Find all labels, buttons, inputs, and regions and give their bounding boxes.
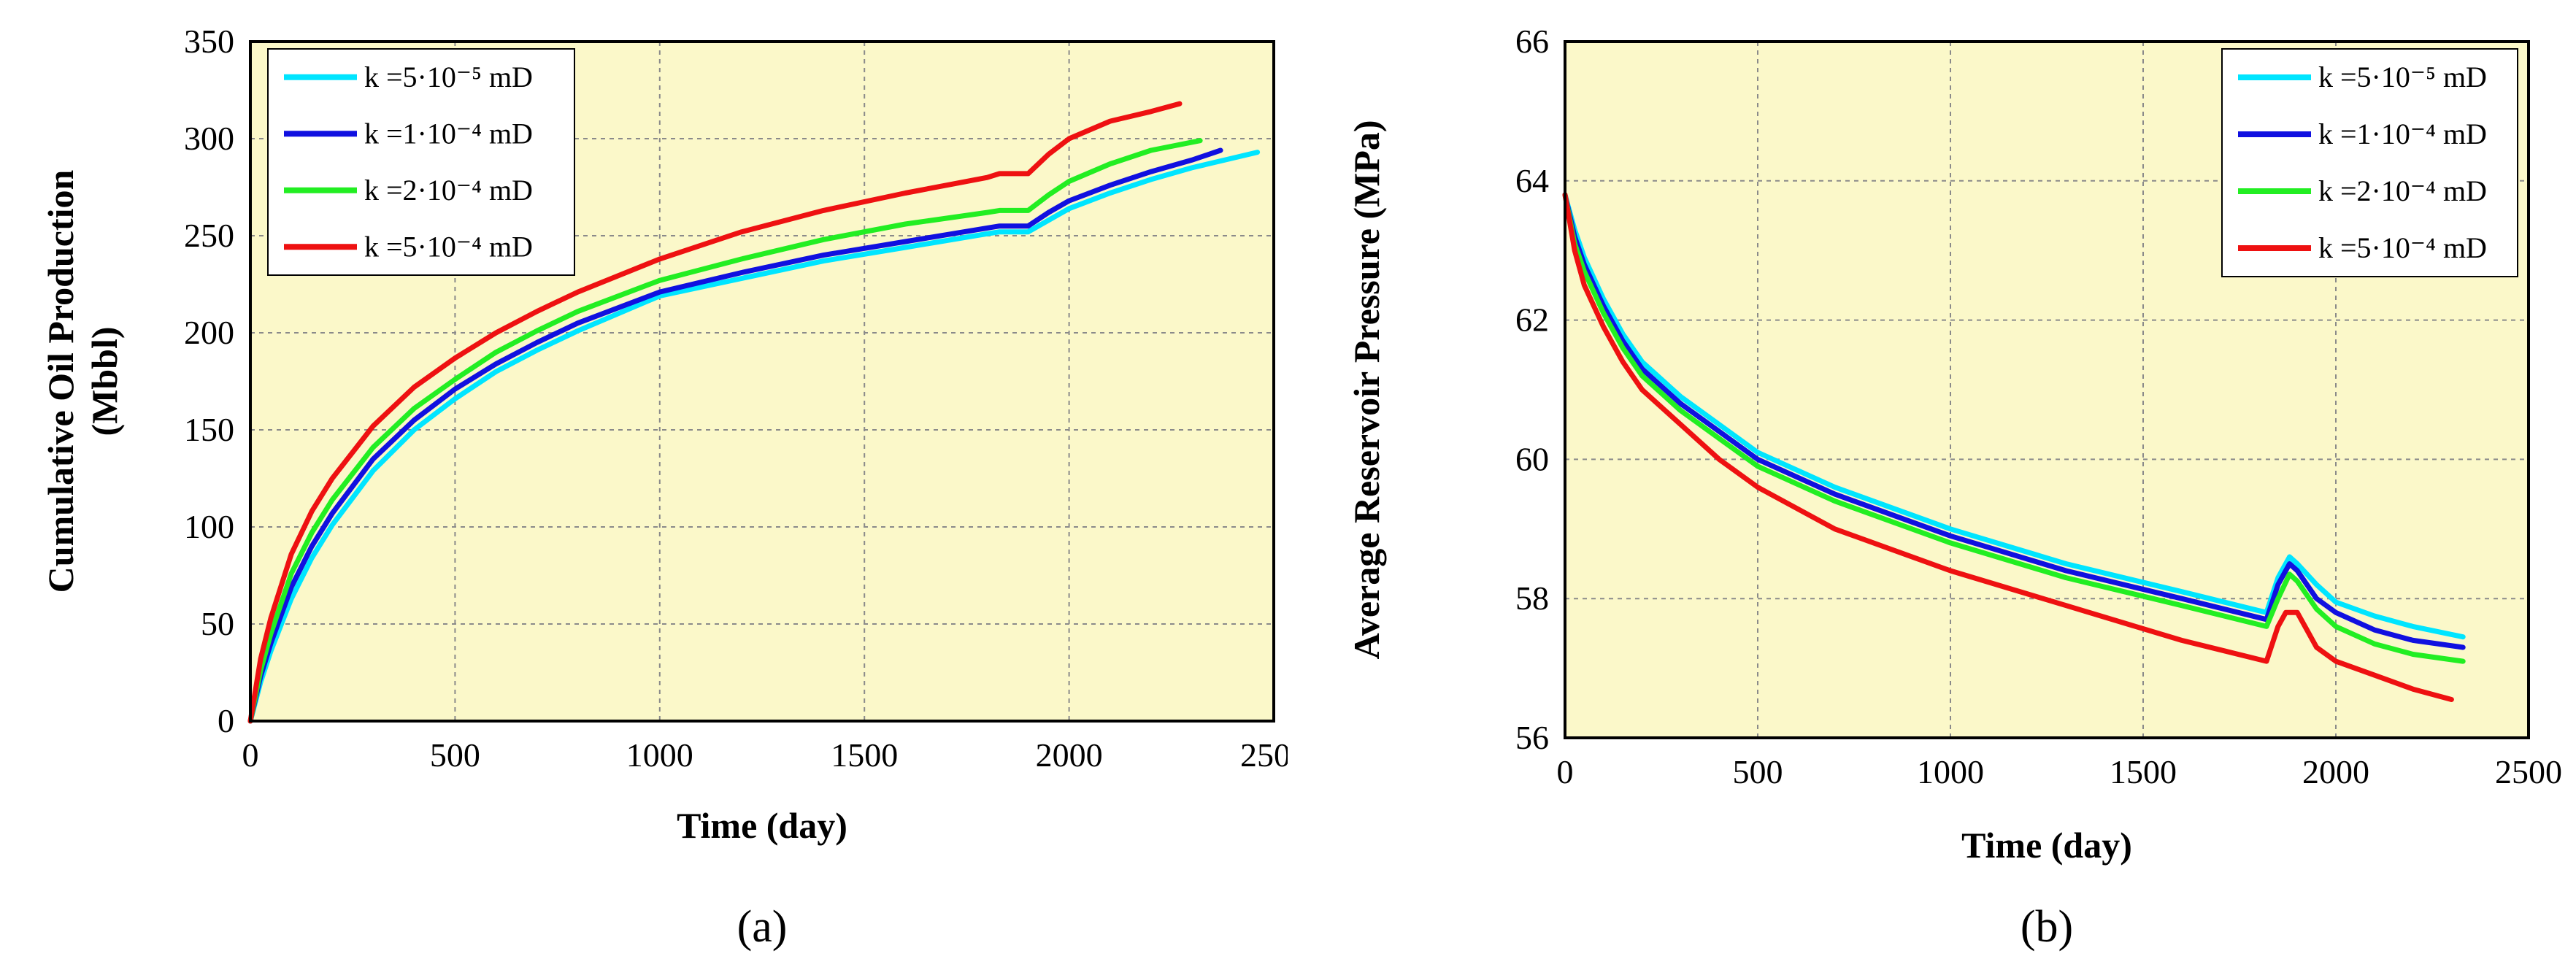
chart-a-y-tick-label: 50 <box>201 605 234 642</box>
chart-a-y-axis-title: Cumulative Oil Production <box>40 169 81 593</box>
chart-a-legend-box <box>267 48 575 276</box>
chart-a-panel-label: (a) <box>737 902 788 952</box>
chart-a-y-tick-label: 300 <box>184 120 234 157</box>
chart-a-y-axis-title-unit: (Mbbl) <box>84 327 125 436</box>
chart-b-x-tick-label: 500 <box>1733 753 1783 790</box>
chart-b-x-axis-title: Time (day) <box>1961 825 2132 866</box>
chart-b-legend-label-3: k =2·10⁻⁴ mD <box>2318 174 2487 207</box>
chart-b-svg: 0 500 1000 1500 2000 2500 56 58 60 62 64 66 Time (da… <box>1346 23 2562 952</box>
chart-b-x-tick-label: 0 <box>1557 753 1574 790</box>
chart-b-panel-label: (b) <box>2021 902 2073 952</box>
chart-a-series-line-4 <box>247 101 1183 724</box>
chart-a-series-line-1 <box>247 150 1261 724</box>
chart-a-x-tick-label: 1500 <box>831 736 898 774</box>
chart-a-svg: 0 500 1000 1500 2000 2500 0 50 100 150 200 250 300 35… <box>40 23 1288 952</box>
chart-a-y-tick-label: 250 <box>184 217 234 254</box>
chart-b-x-tick-label: 1500 <box>2110 753 2177 790</box>
chart-a-x-tick-label: 0 <box>242 736 259 774</box>
chart-a-y-tick-label: 200 <box>184 314 234 351</box>
chart-b-x-tick-label: 2500 <box>2495 753 2562 790</box>
chart-a-plot-frame <box>249 40 1275 723</box>
chart-b-series-line-4 <box>1562 192 2454 702</box>
chart-a-y-tick-label: 350 <box>184 23 234 60</box>
chart-b-x-tick-label: 2000 <box>2302 753 2369 790</box>
chart-a-y-tick-label: 150 <box>184 411 234 448</box>
chart-b-plot-frame <box>1564 40 2530 739</box>
chart-b-y-tick-label: 60 <box>1515 440 1549 477</box>
chart-b-series-line-2 <box>1562 192 2466 650</box>
chart-b-y-tick-label: 62 <box>1515 301 1549 339</box>
chart-b-marks: 0 500 1000 1500 2000 2500 56 58 60 62 64 66 Time (da… <box>1346 23 2562 952</box>
chart-a-legend-label-3: k =2·10⁻⁴ mD <box>364 174 533 207</box>
chart-a-x-tick-label: 2000 <box>1036 736 1103 774</box>
chart-a-x-tick-label: 2500 <box>1240 736 1288 774</box>
chart-b-y-tick-label: 66 <box>1515 23 1549 60</box>
chart-a-series-line-3 <box>247 138 1203 724</box>
chart-b-y-tick-label: 56 <box>1515 719 1549 756</box>
chart-b-y-tick-label: 64 <box>1515 162 1549 199</box>
chart-b-series-line-3 <box>1562 192 2466 664</box>
chart-b-legend-label-2: k =1·10⁻⁴ mD <box>2318 117 2487 150</box>
chart-b-legend-label-4: k =5·10⁻⁴ mD <box>2318 231 2487 264</box>
chart-b-x-tick-label: 1000 <box>1917 753 1984 790</box>
chart-b: 0 500 1000 1500 2000 2500 56 58 60 62 64 66 Time (da… <box>1288 0 2576 967</box>
chart-a-marks: 0 500 1000 1500 2000 2500 0 50 100 150 200 250 300 35… <box>40 23 1288 952</box>
chart-b-y-tick-label: 58 <box>1515 579 1549 617</box>
chart-a-legend-label-2: k =1·10⁻⁴ mD <box>364 117 533 150</box>
chart-b-series-line-1 <box>1562 192 2466 640</box>
chart-b-y-axis-title: Average Reservoir Pressure (MPa) <box>1346 120 1387 659</box>
chart-a-legend-label-1: k =5·10⁻⁵ mD <box>364 61 533 93</box>
chart-a-series-line-2 <box>247 147 1223 724</box>
chart-a-x-tick-label: 500 <box>430 736 480 774</box>
chart-a-y-tick-label: 100 <box>184 508 234 545</box>
chart-a-legend-label-4: k =5·10⁻⁴ mD <box>364 230 533 263</box>
chart-a-x-tick-label: 1000 <box>626 736 693 774</box>
chart-a-x-axis-title: Time (day) <box>677 805 847 846</box>
chart-b-legend-box <box>2221 48 2518 277</box>
chart-a: 0 500 1000 1500 2000 2500 0 50 100 150 200 250 300 35… <box>40 23 1288 952</box>
chart-a-y-tick-label: 0 <box>218 702 234 739</box>
chart-b-legend-label-1: k =5·10⁻⁵ mD <box>2318 61 2487 93</box>
